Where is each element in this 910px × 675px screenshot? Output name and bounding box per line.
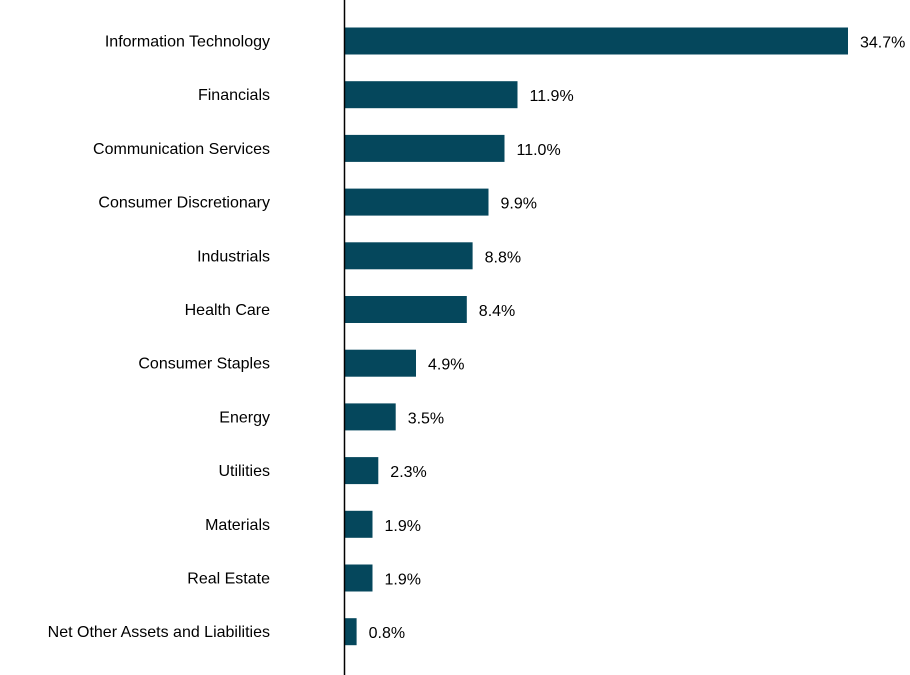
category-label: Consumer Discretionary [98, 195, 270, 212]
bar [345, 27, 848, 55]
category-label: Net Other Assets and Liabilities [48, 624, 270, 641]
value-label: 2.3% [390, 464, 426, 481]
bar [345, 134, 505, 162]
value-label: 1.9% [385, 518, 421, 535]
category-label: Energy [219, 409, 270, 426]
value-label: 34.7% [860, 35, 905, 52]
bar [345, 81, 518, 109]
value-label: 4.9% [428, 357, 464, 374]
value-label: 8.8% [485, 249, 521, 266]
value-label: 3.5% [408, 410, 444, 427]
value-label: 11.9% [530, 88, 574, 105]
category-label: Communication Services [93, 141, 270, 158]
value-label: 1.9% [385, 572, 421, 589]
value-label: 0.8% [369, 625, 405, 642]
bar [345, 457, 379, 485]
bar [345, 564, 373, 592]
bar [345, 510, 373, 538]
bar [345, 242, 473, 270]
category-label: Materials [205, 517, 270, 534]
value-label: 9.9% [501, 196, 537, 213]
category-label: Consumer Staples [138, 356, 270, 373]
category-label: Industrials [197, 248, 270, 265]
bars-group [345, 27, 848, 646]
category-label: Real Estate [187, 571, 270, 588]
category-label: Health Care [185, 302, 270, 319]
bar [345, 618, 357, 646]
category-label: Utilities [218, 463, 270, 480]
bar [345, 296, 467, 323]
bar [345, 349, 416, 377]
bar [345, 403, 396, 431]
labels-group: Information Technology 34.7% Financials 11.… [48, 34, 906, 643]
bar [345, 188, 489, 216]
category-label: Financials [198, 87, 270, 104]
value-label: 8.4% [479, 303, 515, 320]
value-label: 11.0% [517, 142, 561, 159]
category-label: Information Technology [105, 34, 270, 51]
